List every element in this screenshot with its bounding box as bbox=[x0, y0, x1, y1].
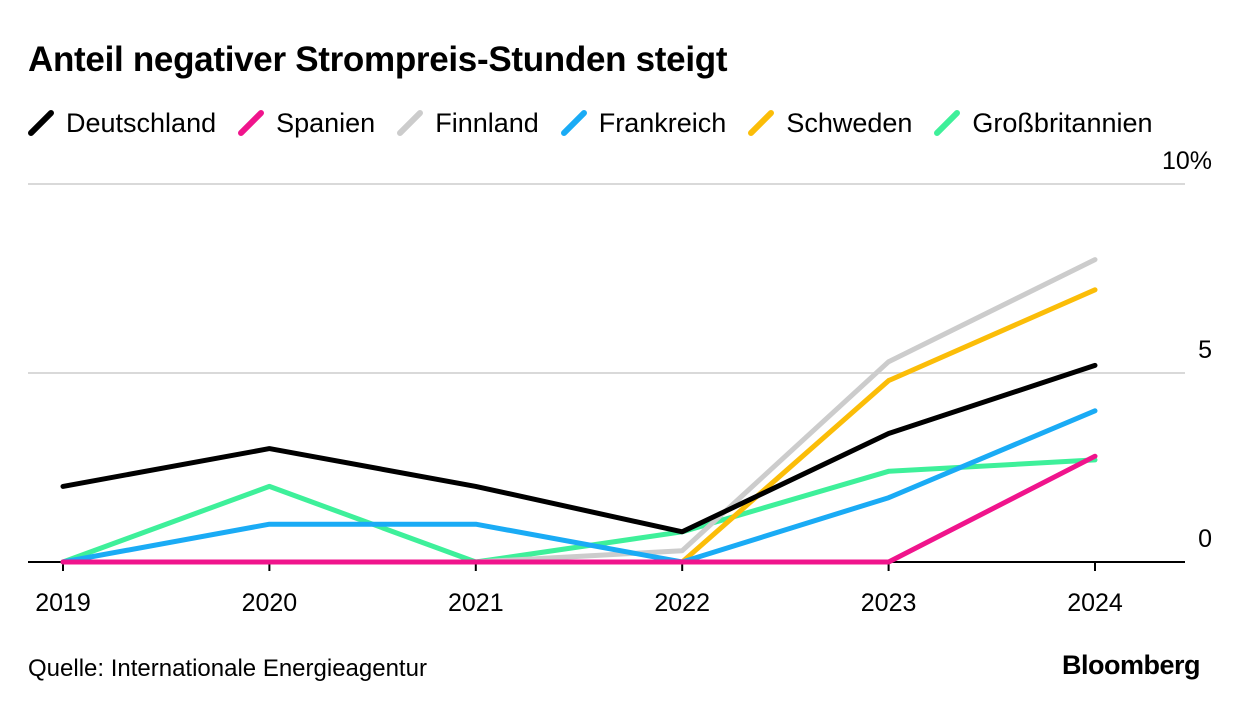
legend-item-spanien: Spanien bbox=[238, 108, 375, 139]
legend-swatch-icon bbox=[934, 110, 961, 136]
y-tick-label: 5 bbox=[1198, 336, 1212, 364]
series-line-grossbritannien bbox=[60, 457, 1098, 565]
legend-item-grossbritannien: Großbritannien bbox=[934, 107, 1153, 139]
legend-swatch-icon bbox=[28, 110, 54, 136]
legend-item-finnland: Finnland bbox=[397, 108, 539, 139]
x-tick-label: 2024 bbox=[1067, 589, 1123, 617]
legend-swatch-icon bbox=[748, 110, 775, 136]
legend-swatch-icon bbox=[560, 110, 587, 136]
legend-label: Spanien bbox=[276, 107, 376, 138]
chart-title: Anteil negativer Strompreis-Stunden stei… bbox=[28, 40, 728, 79]
legend-item-deutschland: Deutschland bbox=[28, 108, 216, 139]
x-tick-label: 2021 bbox=[448, 589, 504, 617]
series-line-deutschland bbox=[60, 362, 1098, 535]
bloomberg-logo: Bloomberg bbox=[1061, 650, 1201, 680]
legend-label: Schweden bbox=[786, 107, 913, 138]
series-line-spanien bbox=[60, 453, 1098, 565]
y-tick-label: 10% bbox=[1162, 147, 1212, 175]
legend-label: Finnland bbox=[435, 107, 539, 138]
legend-label: Deutschland bbox=[66, 107, 217, 138]
legend-swatch-icon bbox=[397, 110, 424, 136]
series-line-frankreich bbox=[60, 408, 1098, 565]
x-tick-label: 2019 bbox=[35, 589, 91, 617]
x-tick-label: 2022 bbox=[654, 589, 710, 617]
legend-swatch-icon bbox=[238, 110, 265, 136]
legend-label: Großbritannien bbox=[972, 107, 1153, 138]
x-tick-label: 2023 bbox=[861, 589, 917, 617]
series-line-finnland bbox=[60, 257, 1098, 565]
series-line-schweden bbox=[60, 287, 1098, 565]
legend-label: Frankreich bbox=[598, 107, 727, 138]
legend-item-frankreich: Frankreich bbox=[560, 107, 727, 139]
legend-item-schweden: Schweden bbox=[748, 108, 912, 139]
x-tick-label: 2020 bbox=[242, 589, 298, 617]
y-tick-label: 0 bbox=[1198, 525, 1212, 553]
source-note: Quelle: Internationale Energieagentur bbox=[28, 655, 427, 682]
legend: Deutschland Spanien Finnland Frankreich Schw… bbox=[28, 103, 1153, 143]
